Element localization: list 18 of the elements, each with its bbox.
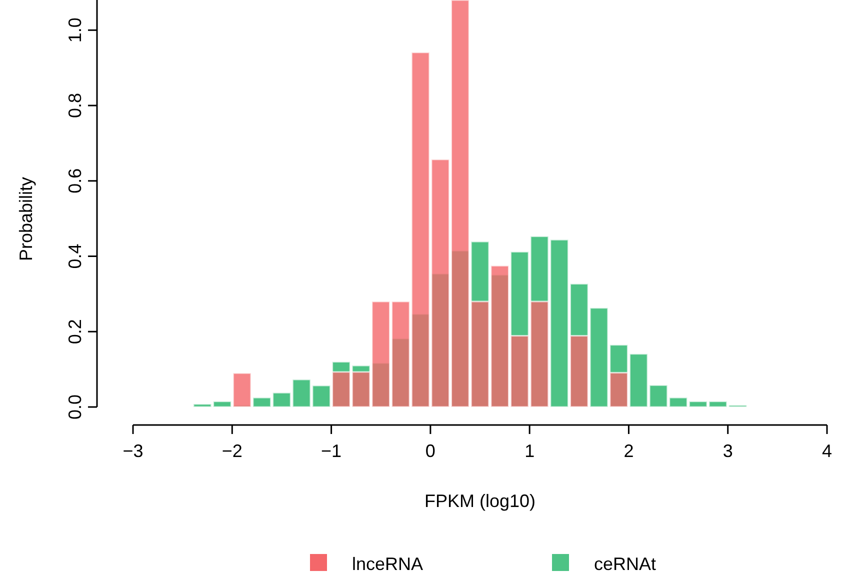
x-tick-label: −3 <box>122 440 144 461</box>
x-tick-label: 4 <box>822 440 832 461</box>
x-tick-label: −2 <box>222 440 242 461</box>
y-axis-title: Probability <box>16 176 36 262</box>
x-axis-title: FPKM (log10) <box>424 491 536 511</box>
y-tick-label: 0.2 <box>65 319 85 344</box>
y-tick-label: 1.0 <box>65 18 85 43</box>
x-tick-label: 0 <box>425 440 436 461</box>
x-tick-label: 3 <box>722 440 733 461</box>
legend-label: ceRNAt <box>594 554 656 574</box>
x-tick-label: −1 <box>321 440 342 461</box>
y-tick-label: 0.0 <box>65 394 85 420</box>
x-tick-label: 2 <box>624 440 634 461</box>
y-tick-label: 0.8 <box>65 93 85 118</box>
legend-label: lnceRNA <box>352 554 424 574</box>
y-tick-label: 0.4 <box>65 244 85 269</box>
y-tick-label: 0.6 <box>65 168 85 194</box>
x-tick-label: 1 <box>524 440 535 461</box>
